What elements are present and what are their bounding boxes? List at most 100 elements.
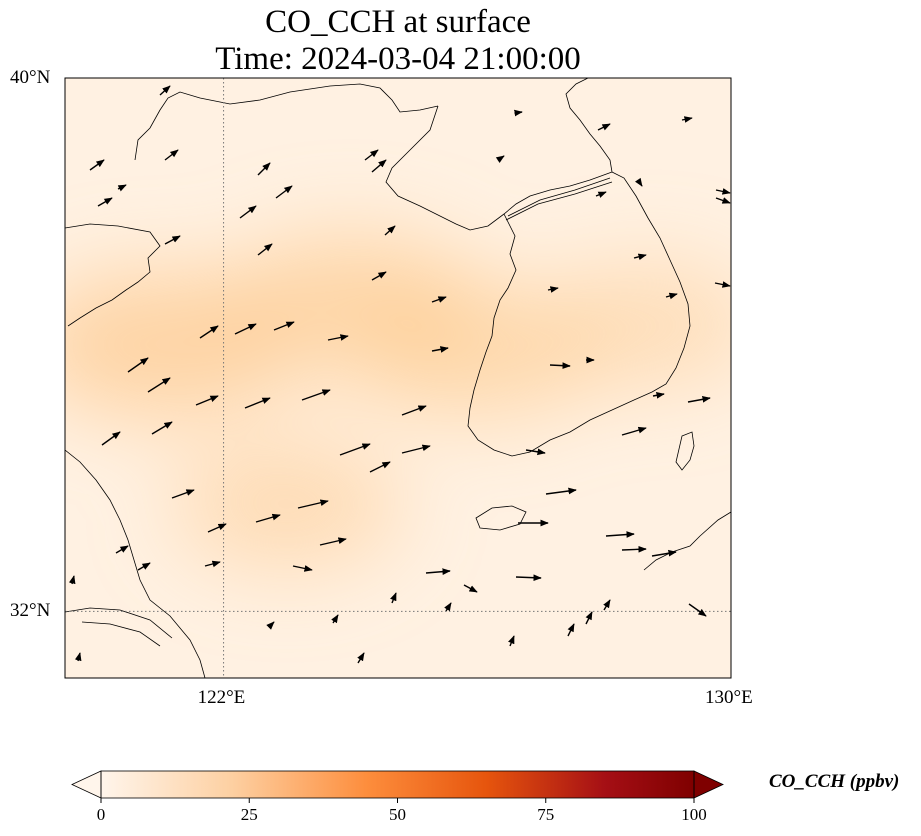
wind-arrow (714, 281, 731, 288)
wind-arrow (688, 603, 707, 617)
map-title-line-1: CO_CCH at surface (265, 4, 531, 40)
wind-arrow (549, 362, 571, 369)
wind-arrow (319, 537, 347, 546)
concentration-field (65, 78, 731, 678)
wind-arrow (715, 188, 731, 195)
wind-arrow (357, 652, 365, 664)
wind-arrow (444, 602, 452, 612)
lon-tick-label-130: 130°E (705, 687, 753, 708)
wind-arrow (369, 461, 391, 473)
wind-arrow (463, 584, 478, 593)
wind-arrow (665, 292, 678, 300)
wind-arrow (255, 513, 281, 523)
wind-arrow (339, 443, 371, 456)
wind-arrow (597, 123, 611, 131)
concentration-blob (538, 261, 731, 388)
wind-arrow (652, 392, 665, 399)
wind-arrow (603, 599, 611, 611)
wind-arrow (204, 560, 221, 568)
wind-arrow (257, 162, 271, 176)
wind-arrow (292, 565, 313, 572)
wind-arrow (74, 652, 82, 662)
colorbar-tick-label: 50 (389, 805, 406, 824)
wind-arrow (164, 149, 179, 161)
colorbar-tick-label: 100 (681, 805, 707, 824)
wind-arrow (117, 184, 127, 192)
wind-arrow (715, 197, 731, 204)
wind-arrow (508, 635, 515, 647)
wind-arrow (301, 389, 331, 401)
wind-arrow (431, 346, 449, 353)
wind-arrow (633, 253, 647, 261)
wind-vectors (68, 85, 731, 664)
map-frame (64, 77, 732, 679)
lat-tick-label-40: 40°N (10, 67, 51, 88)
gridlines (65, 78, 731, 678)
wind-arrow (147, 377, 171, 393)
wind-arrow (621, 426, 647, 436)
wind-arrow (97, 197, 113, 207)
colorbar-tick-label: 0 (96, 805, 106, 824)
wind-arrow (115, 545, 129, 554)
colorbar-extend-high (693, 770, 724, 799)
wind-arrow (401, 444, 431, 454)
wind-arrow (364, 149, 379, 161)
wind-arrow (151, 421, 173, 435)
wind-arrow (371, 159, 387, 173)
wind-arrow (195, 395, 219, 406)
colorbar-tick-label: 25 (240, 805, 258, 824)
wind-arrow (297, 499, 329, 509)
lat-tick-label-32: 32°N (10, 600, 51, 622)
wind-arrow (244, 397, 271, 409)
wind-arrow (515, 574, 542, 582)
wind-arrow (514, 109, 523, 117)
wind-arrow (101, 431, 121, 446)
concentration-blob (172, 439, 402, 570)
wind-arrow (425, 568, 451, 575)
wind-arrow (327, 334, 349, 341)
wind-arrow (159, 85, 171, 96)
wind-arrow (89, 159, 105, 171)
wind-arrow (595, 191, 607, 198)
wind-arrow (273, 321, 295, 331)
wind-arrow (275, 185, 293, 199)
wind-arrow (495, 155, 505, 163)
wind-arrow (68, 575, 76, 585)
coastlines (65, 78, 731, 678)
colorbar-extend-low (71, 770, 102, 799)
wind-arrow (234, 323, 257, 335)
wind-arrow (621, 545, 647, 553)
wind-arrow (199, 325, 219, 339)
wind-arrow (547, 286, 559, 293)
concentration-blob (355, 283, 600, 420)
wind-arrow (164, 235, 181, 245)
wind-arrow (401, 405, 427, 416)
wind-arrow (266, 621, 275, 630)
wind-arrow (207, 523, 227, 533)
colorbar-label: CO_CCH (ppbv) (769, 771, 900, 792)
wind-arrow (384, 225, 396, 236)
colorbar (71, 770, 724, 803)
wind-arrow (127, 357, 149, 373)
colorbar-tick-label: 75 (537, 805, 555, 824)
wind-arrow (651, 549, 677, 557)
wind-arrow (585, 611, 593, 625)
lon-tick-label-122: 122°E (197, 687, 246, 708)
wind-arrow (635, 177, 643, 187)
wind-arrow (171, 489, 195, 499)
wind-arrow (431, 296, 447, 303)
wind-arrow (137, 562, 151, 571)
wind-arrow (257, 243, 273, 256)
wind-arrow (239, 205, 257, 219)
wind-arrow (390, 592, 397, 604)
wind-arrow (545, 487, 577, 495)
wind-arrow (331, 614, 339, 624)
wind-arrow (605, 531, 635, 538)
wind-arrow (687, 396, 711, 403)
wind-arrow (567, 623, 575, 637)
wind-arrow (525, 448, 546, 456)
wind-arrow (371, 271, 387, 281)
map-title-line-2: Time: 2024-03-04 21:00:00 (215, 41, 581, 77)
wind-arrow (681, 116, 693, 123)
